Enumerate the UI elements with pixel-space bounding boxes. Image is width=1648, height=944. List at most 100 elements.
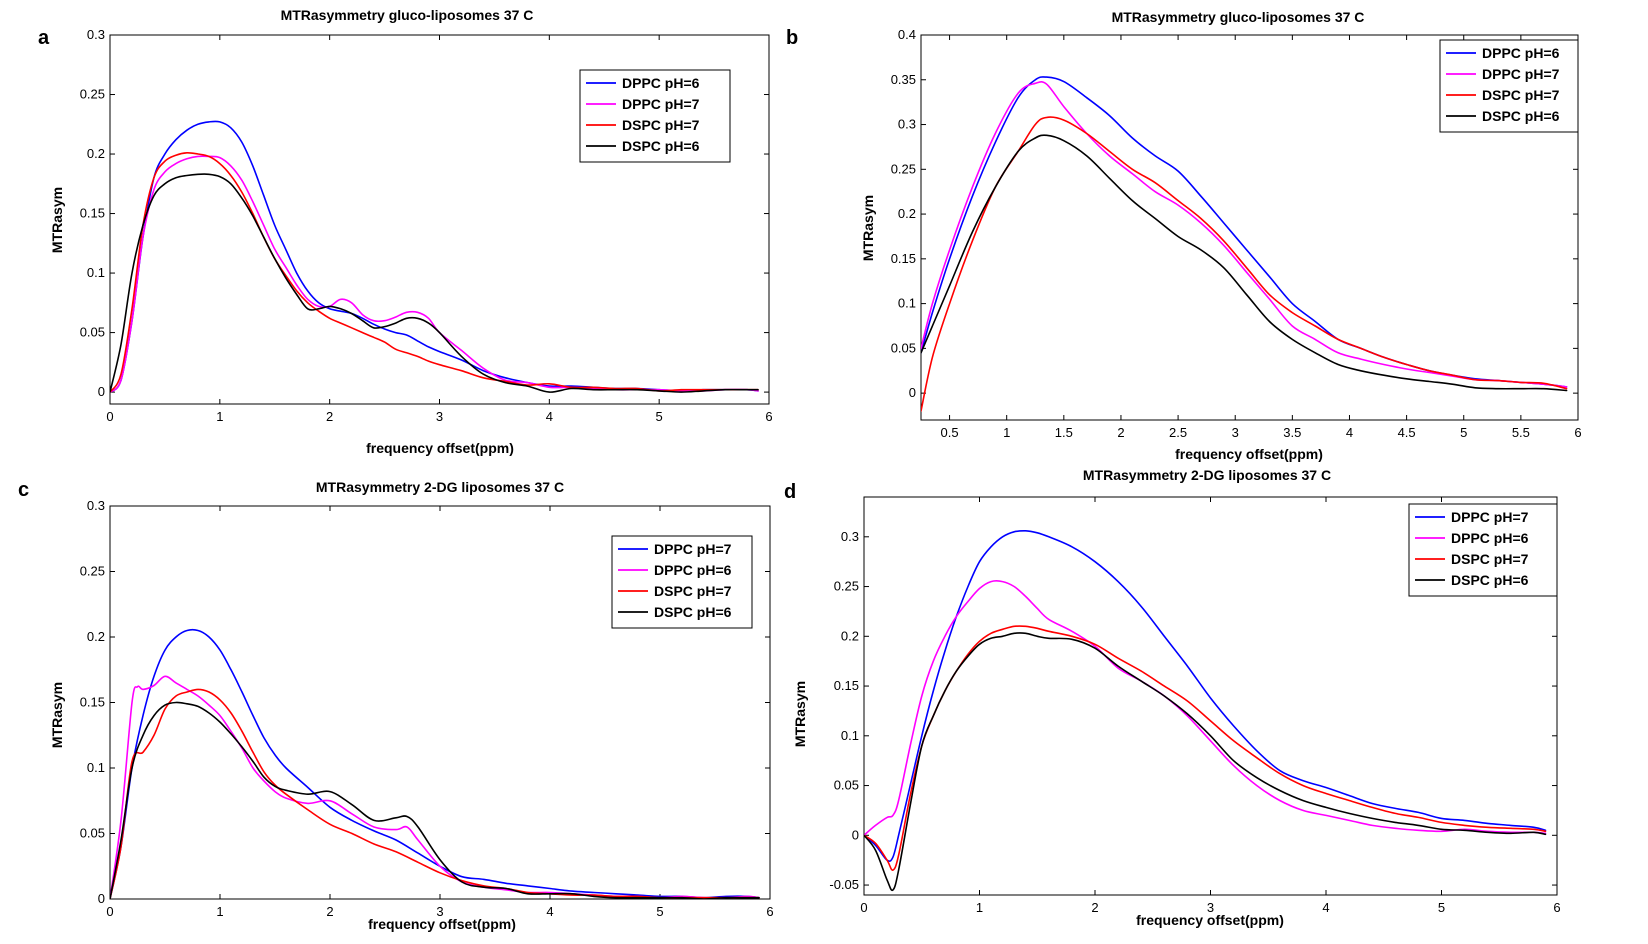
- y-tick-label: 0.4: [898, 27, 916, 42]
- x-tick-label: 6: [1553, 900, 1560, 915]
- x-axis-label: frequency offset(ppm): [366, 440, 514, 456]
- x-tick-label: 3: [436, 409, 443, 424]
- x-tick-label: 5: [1460, 425, 1467, 440]
- y-tick-label: 0: [909, 385, 916, 400]
- y-tick-label: 0.25: [80, 87, 105, 102]
- legend-label: DSPC pH=6: [1482, 108, 1560, 124]
- series-line-dspc-ph-7: [110, 688, 760, 899]
- y-tick-label: 0.05: [80, 325, 105, 340]
- y-tick-label: 0.3: [87, 27, 105, 42]
- y-tick-label: 0.25: [891, 161, 916, 176]
- x-axis-label: frequency offset(ppm): [368, 916, 516, 932]
- x-tick-label: 5: [1438, 900, 1445, 915]
- y-tick-label: 0.05: [891, 340, 916, 355]
- x-axis-label: frequency offset(ppm): [1175, 446, 1323, 462]
- panel-letter: d: [784, 481, 796, 503]
- y-tick-label: 0.3: [841, 529, 859, 544]
- series-line-dspc-ph-7: [110, 151, 759, 393]
- x-axis-label: frequency offset(ppm): [1136, 912, 1284, 928]
- panel-letter: a: [38, 27, 50, 49]
- y-tick-label: 0.2: [841, 628, 859, 643]
- x-tick-label: 2: [326, 409, 333, 424]
- x-tick-label: 1: [216, 904, 223, 919]
- y-axis-label: MTRasym: [49, 682, 65, 748]
- y-tick-label: 0.2: [87, 629, 105, 644]
- y-tick-label: 0.1: [898, 296, 916, 311]
- y-tick-label: 0.15: [80, 695, 105, 710]
- legend-label: DPPC pH=7: [1482, 66, 1560, 82]
- panel-b: b MTRasymmetry gluco-liposomes 37 C 0.5 1 1.…: [786, 9, 1582, 462]
- legend: DPPC pH=7 DPPC pH=6 DSPC pH=7 DSPC pH=6: [1408, 503, 1558, 597]
- legend-label: DPPC pH=6: [1482, 45, 1560, 61]
- x-tick-label: 5: [656, 409, 663, 424]
- y-tick-label: 0.35: [891, 72, 916, 87]
- x-tick-label: 5.5: [1512, 425, 1530, 440]
- y-tick-label: 0.15: [834, 678, 859, 693]
- series-group: [110, 628, 760, 899]
- y-tick-label: 0.1: [841, 728, 859, 743]
- panel-c: c MTRasymmetry 2-DG liposomes 37 C 0 1 2 3 4 5 6…: [18, 479, 774, 932]
- y-tick-label: 0: [852, 827, 859, 842]
- panel-letter: c: [18, 479, 29, 501]
- panel-letter: b: [786, 27, 798, 49]
- x-tick-label: 1: [1003, 425, 1010, 440]
- x-tick-label: 0.5: [941, 425, 959, 440]
- legend-label: DSPC pH=7: [1451, 551, 1529, 567]
- y-tick-label: 0: [98, 891, 105, 906]
- y-tick-label: 0.2: [898, 206, 916, 221]
- y-axis-label: MTRasym: [860, 195, 876, 261]
- legend: DPPC pH=6 DPPC pH=7 DSPC pH=7 DSPC pH=6: [579, 69, 731, 163]
- x-tick-label: 1.5: [1055, 425, 1073, 440]
- series-line-dspc-ph-6: [110, 173, 759, 393]
- x-tick-label: 4.5: [1398, 425, 1416, 440]
- series-line-dspc-ph-6: [921, 134, 1568, 392]
- chart-title: MTRasymmetry 2-DG liposomes 37 C: [1083, 467, 1331, 483]
- legend-label: DPPC pH=7: [622, 96, 700, 112]
- y-tick-label: 0.1: [87, 265, 105, 280]
- legend-label: DSPC pH=6: [654, 604, 732, 620]
- x-tick-label: 3.5: [1283, 425, 1301, 440]
- legend-label: DSPC pH=7: [1482, 87, 1560, 103]
- x-tick-label: 3: [1207, 900, 1214, 915]
- x-tick-label: 2: [1091, 900, 1098, 915]
- series-line-dppc-ph-7: [921, 81, 1568, 388]
- legend-label: DSPC pH=7: [622, 117, 700, 133]
- series-group: [110, 120, 759, 393]
- x-tick-label: 6: [766, 904, 773, 919]
- y-axis-label: MTRasym: [49, 187, 65, 253]
- chart-title: MTRasymmetry 2-DG liposomes 37 C: [316, 479, 564, 495]
- y-tick-label: -0.05: [829, 877, 859, 892]
- x-tick-label: 4: [1322, 900, 1329, 915]
- legend-label: DPPC pH=6: [622, 75, 700, 91]
- panel-a: a MTRasymmetry gluco-liposomes 37 C 0 1 2 3 4 5…: [38, 7, 773, 456]
- x-tick-label: 0: [106, 904, 113, 919]
- y-tick-label: 0.3: [87, 498, 105, 513]
- x-tick-label: 3: [436, 904, 443, 919]
- x-tick-label: 4: [1346, 425, 1353, 440]
- legend-label: DPPC pH=7: [1451, 509, 1529, 525]
- legend-label: DPPC pH=6: [654, 562, 732, 578]
- y-tick-label: 0.15: [80, 206, 105, 221]
- x-tick-label: 2.5: [1169, 425, 1187, 440]
- x-tick-label: 0: [860, 900, 867, 915]
- x-tick-label: 6: [765, 409, 772, 424]
- x-tick-label: 1: [216, 409, 223, 424]
- legend-label: DPPC pH=6: [1451, 530, 1529, 546]
- legend-label: DPPC pH=7: [654, 541, 732, 557]
- x-tick-label: 6: [1574, 425, 1581, 440]
- x-tick-label: 4: [546, 904, 553, 919]
- x-tick-label: 1: [976, 900, 983, 915]
- series-line-dspc-ph-6: [864, 632, 1547, 892]
- y-tick-label: 0.15: [891, 251, 916, 266]
- y-tick-label: 0.25: [80, 564, 105, 579]
- legend: DPPC pH=7 DPPC pH=6 DSPC pH=7 DSPC pH=6: [611, 535, 753, 629]
- x-tick-label: 5: [656, 904, 663, 919]
- x-tick-label: 0: [106, 409, 113, 424]
- y-tick-label: 0.3: [898, 117, 916, 132]
- y-tick-label: 0.05: [834, 778, 859, 793]
- y-tick-label: 0.05: [80, 826, 105, 841]
- y-axis-label: MTRasym: [792, 681, 808, 747]
- series-line-dppc-ph-7: [110, 628, 760, 899]
- y-tick-label: 0.25: [834, 579, 859, 594]
